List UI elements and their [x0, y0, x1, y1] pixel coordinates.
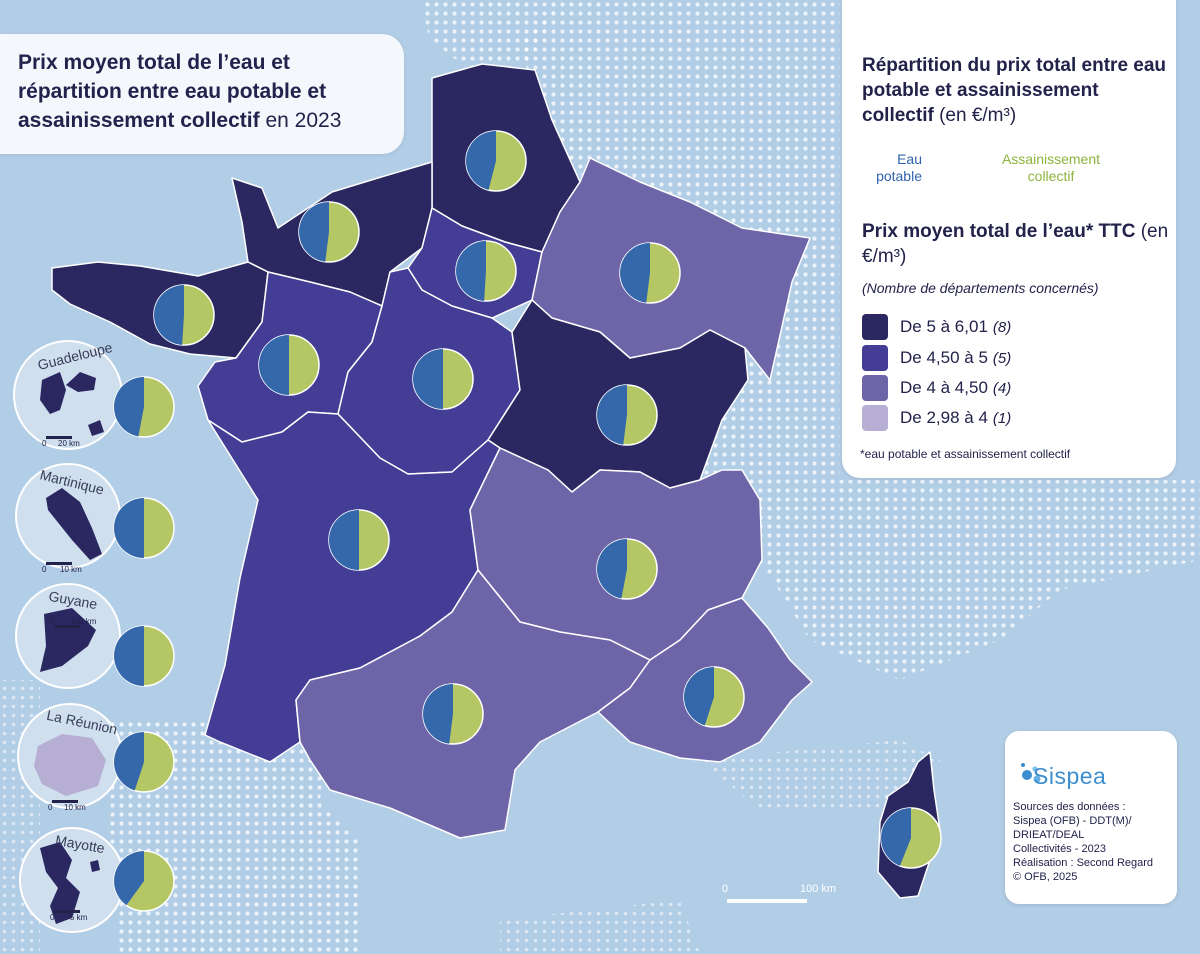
- inset-scale-end: 10 km: [64, 803, 86, 812]
- source-line: © OFB, 2025: [1013, 871, 1078, 883]
- source-card: Sispea Sources des données : Sispea (OFB…: [1005, 731, 1177, 904]
- legend-eau-potable-label: Eau potable: [876, 151, 922, 184]
- pie-inset: [113, 850, 175, 912]
- pie-slice-eau-potable: [114, 732, 144, 791]
- legend-swatch: [862, 314, 888, 340]
- legend-class-count: (1): [992, 409, 1012, 427]
- legend-count-note: (Nombre de départements concernés): [862, 280, 1099, 296]
- pie-inset: [113, 731, 175, 793]
- pie-slice-eau-potable: [620, 243, 650, 303]
- inset-guadeloupe: [13, 340, 123, 450]
- source-credits: Sources des données : Sispea (OFB) - DDT…: [1013, 800, 1173, 884]
- legend-class-row: De 4,50 à 5 (5): [862, 345, 1172, 371]
- pie-slice-eau-potable: [881, 808, 911, 866]
- legend-pie-title: Répartition du prix total entre eau pota…: [862, 53, 1172, 128]
- pie-slice-eau-potable: [413, 349, 443, 409]
- pie-slice-eau-potable: [114, 498, 144, 558]
- inset-scale-start: 0: [50, 617, 55, 626]
- legend-class-count: (8): [992, 318, 1012, 336]
- legend-class-row: De 5 à 6,01 (8): [862, 314, 1172, 340]
- inset-la-reunion: [17, 703, 123, 809]
- legend-price-title-text: Prix moyen total de l’eau* TTC: [862, 221, 1136, 242]
- map-title-year: en 2023: [265, 109, 342, 132]
- legend-swatch: [862, 405, 888, 431]
- pie-grand-est: [619, 242, 681, 304]
- inset-scale-bars: [46, 436, 80, 913]
- source-line: DRIEAT/DEAL: [1013, 829, 1085, 841]
- inset-scale-start: 0: [48, 803, 53, 812]
- pie-centre-val-de-loire: [412, 348, 474, 410]
- pie-slice-eau-potable: [329, 510, 359, 570]
- legend-class-label: De 4,50 à 5: [900, 348, 988, 367]
- pie-slice-eau-potable: [259, 335, 289, 395]
- inset-scale-end: 20 km: [58, 439, 80, 448]
- legend-class-label: De 5 à 6,01: [900, 317, 988, 336]
- pie-occitanie: [422, 683, 484, 745]
- pie-nouvelle-aquitaine: [328, 509, 390, 571]
- legend-pie-unit: (en €/m³): [939, 105, 1017, 126]
- pie-slice-eau-potable: [423, 684, 453, 744]
- pie-normandie: [298, 201, 360, 263]
- legend-class-row: De 4 à 4,50 (4): [862, 375, 1172, 401]
- pie-slice-eau-potable: [684, 667, 714, 726]
- pie-slice-eau-potable: [456, 241, 486, 301]
- pie-slice-eau-potable: [299, 202, 329, 262]
- map-title: Prix moyen total de l’eau et répartition…: [18, 48, 398, 135]
- inset-scale-start: 0: [42, 439, 47, 448]
- pie-inset: [113, 376, 175, 438]
- legend-class-count: (4): [992, 379, 1012, 397]
- legend-price-unit: (en €/m³): [862, 221, 1169, 267]
- legend-class-row: De 2,98 à 4 (1): [862, 405, 1172, 431]
- inset-scale-end: 10 km: [60, 565, 82, 574]
- pie-slice-eau-potable: [465, 131, 496, 191]
- pie-bourgogne-franche-comte: [596, 384, 658, 446]
- overseas-insets: 0 20 km 0 10 km 0 100 km 0 10 km 0 5 km: [13, 340, 175, 933]
- pie-hauts-de-france: [465, 130, 527, 192]
- legend-class-label: De 2,98 à 4: [900, 408, 988, 427]
- scale-bar-start: 0: [722, 883, 728, 895]
- sispea-drops-icon: [1021, 763, 1041, 783]
- scale-bar: 0 100 km: [722, 883, 836, 903]
- pie-inset: [113, 625, 175, 687]
- pie-slice-eau-potable: [113, 377, 144, 437]
- pie-corse: [880, 807, 942, 869]
- scale-bar-end: 100 km: [800, 883, 836, 895]
- legend-assainissement-label: Assainissement collectif: [1001, 151, 1101, 184]
- legend-class-count: (5): [992, 349, 1012, 367]
- inset-scale-end: 100 km: [70, 617, 97, 626]
- inset-scale-start: 0: [50, 913, 55, 922]
- pie-bretagne: [153, 284, 215, 346]
- source-line: Réalisation : Second Regard: [1013, 857, 1154, 869]
- legend-class-label: De 4 à 4,50: [900, 378, 988, 397]
- sispea-logo: Sispea: [1033, 763, 1107, 789]
- pie-pays-de-la-loire: [258, 334, 320, 396]
- inset-guyane: [15, 583, 121, 689]
- legend-card: Répartition du prix total entre eau pota…: [842, 0, 1176, 478]
- pie-inset: [113, 497, 175, 559]
- pie-ile-de-france: [455, 240, 517, 302]
- pie-auvergne-rhone-alpes: [596, 538, 658, 600]
- pie-slice-eau-potable: [154, 285, 184, 345]
- legend-pie-title-text: Répartition du prix total entre eau pota…: [862, 55, 1167, 126]
- source-line: Collectivités - 2023: [1013, 843, 1106, 855]
- inset-scale-start: 0: [42, 565, 47, 574]
- source-line: Sources des données :: [1013, 801, 1126, 813]
- source-line: Sispea (OFB) - DDT(M)/: [1013, 815, 1132, 827]
- title-card: Prix moyen total de l’eau et répartition…: [0, 34, 404, 154]
- map-title-bold: Prix moyen total de l’eau et répartition…: [18, 51, 327, 132]
- legend-swatch: [862, 375, 888, 401]
- inset-scale-end: 5 km: [70, 913, 88, 922]
- pie-slice-eau-potable: [597, 385, 627, 445]
- pie-slice-eau-potable: [596, 539, 627, 599]
- pie-provence-alpes-cote-dazur: [683, 666, 745, 728]
- legend-swatch: [862, 345, 888, 371]
- legend-price-title: Prix moyen total de l’eau* TTC (en €/m³): [862, 219, 1172, 269]
- pie-slice-eau-potable: [114, 626, 144, 686]
- legend-footnote: *eau potable et assainissement collectif: [860, 447, 1071, 461]
- pie-slice-eau-potable: [114, 851, 144, 906]
